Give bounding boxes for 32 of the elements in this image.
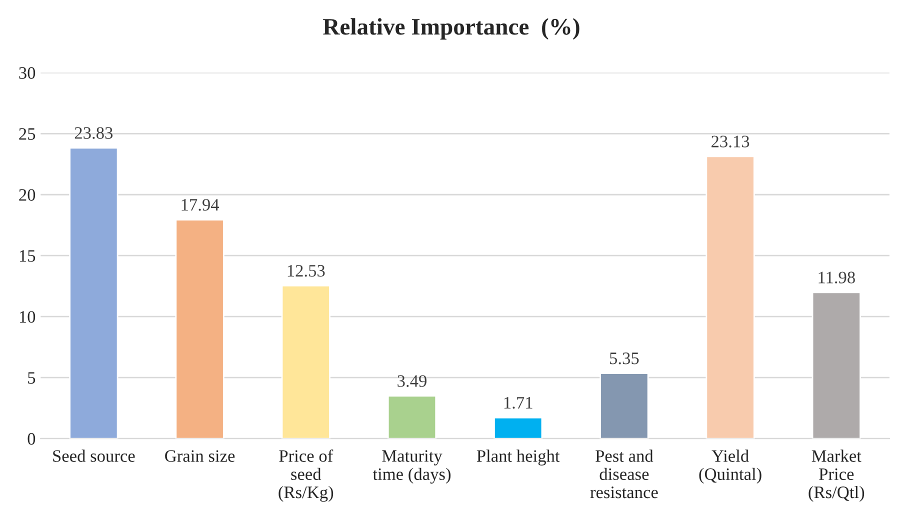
y-tick-label: 0: [28, 433, 36, 445]
data-label: 1.71: [504, 396, 532, 409]
bar: [281, 285, 330, 439]
chart-title: Relative Importance (%): [323, 18, 580, 40]
data-label: 12.53: [288, 264, 325, 277]
data-label: 17.94: [182, 199, 220, 211]
bar: [69, 147, 118, 439]
bar: [175, 219, 224, 439]
y-tick-label: 30: [19, 67, 36, 79]
x-tick-label: Maturity time (days): [372, 450, 451, 484]
y-tick-label: 10: [20, 311, 36, 323]
data-label: 23.83: [74, 127, 113, 139]
x-tick-label: Seed source: [53, 450, 135, 462]
bar: [387, 395, 437, 439]
x-tick-label: Plant height: [476, 450, 560, 466]
data-label: 5.35: [610, 352, 639, 364]
data-label: 23.13: [712, 136, 750, 148]
x-tick-label: Grain size: [165, 450, 235, 462]
bar: [494, 417, 543, 439]
x-tick-label: Price of seed (Rs/Kg): [278, 449, 334, 502]
data-label: 3.49: [398, 375, 426, 387]
y-tick-label: 15: [20, 250, 36, 262]
y-tick-label: 5: [28, 372, 36, 384]
y-tick-label: 25: [19, 128, 36, 140]
data-label: 11.98: [818, 272, 855, 284]
x-tick-label: Market Price (Rs/Qtl): [808, 450, 864, 502]
bar: [706, 156, 755, 439]
y-tick-label: 20: [19, 189, 36, 201]
x-tick-label: Pest and disease resistance: [590, 450, 658, 498]
bar: [600, 372, 649, 439]
x-tick-label: Yield (Quintal): [699, 450, 762, 484]
bar: [812, 292, 861, 439]
